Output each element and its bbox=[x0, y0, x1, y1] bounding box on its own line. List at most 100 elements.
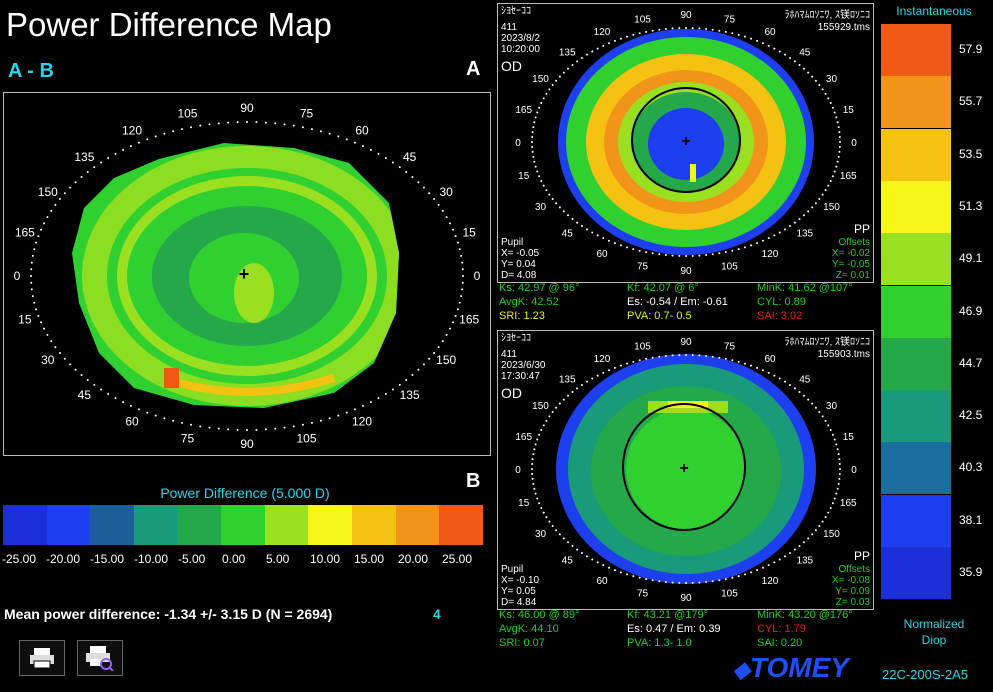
angle-tick bbox=[838, 463, 841, 466]
angle-tick bbox=[31, 254, 34, 257]
center-cross: + bbox=[239, 264, 250, 284]
angle-tick bbox=[638, 32, 641, 35]
angle-tick bbox=[664, 581, 667, 584]
angle-tick bbox=[274, 427, 277, 430]
angle-label: 75 bbox=[724, 14, 736, 25]
angle-tick bbox=[154, 135, 157, 138]
angle-tick bbox=[43, 327, 46, 330]
scale-swatch bbox=[881, 76, 951, 130]
angle-tick bbox=[533, 160, 536, 163]
scale-value: 51.3 bbox=[959, 198, 983, 213]
angle-tick bbox=[705, 581, 708, 584]
angle-tick bbox=[802, 394, 805, 397]
angle-tick bbox=[724, 578, 727, 581]
angle-tick bbox=[172, 419, 175, 422]
angle-label: 15 bbox=[518, 171, 530, 182]
angle-tick bbox=[555, 406, 558, 409]
angle-tick bbox=[292, 124, 295, 127]
angle-tick bbox=[542, 424, 545, 427]
angle-tick bbox=[705, 254, 708, 257]
print-button[interactable] bbox=[19, 640, 65, 676]
angle-tick bbox=[591, 231, 594, 234]
angle-tick bbox=[46, 216, 49, 219]
exam-b-k-stats: Ks: 46.00 @ 89° Kf: 43.21 @179° MinK: 43… bbox=[499, 609, 853, 649]
angle-label: 150 bbox=[38, 185, 58, 199]
angle-tick bbox=[63, 192, 66, 195]
angle-tick bbox=[405, 379, 408, 382]
angle-tick bbox=[39, 228, 42, 231]
angle-tick bbox=[619, 244, 622, 247]
angle-tick bbox=[576, 221, 579, 224]
angle-tick bbox=[551, 84, 554, 86]
scale-value: 53.5 bbox=[959, 146, 983, 161]
angle-tick bbox=[718, 356, 721, 359]
angle-tick bbox=[807, 71, 810, 74]
power-difference-swatch bbox=[264, 505, 310, 545]
printer-icon bbox=[30, 648, 54, 669]
angle-tick bbox=[54, 203, 57, 206]
angle-tick bbox=[199, 124, 202, 127]
scale-value: 44.7 bbox=[959, 355, 983, 370]
angle-tick bbox=[445, 333, 448, 336]
angle-tick bbox=[711, 355, 714, 358]
angle-tick bbox=[711, 253, 714, 256]
angle-label: 165 bbox=[515, 432, 532, 443]
angle-tick bbox=[30, 288, 33, 291]
angle-tick bbox=[292, 425, 295, 428]
angle-tick bbox=[731, 249, 734, 252]
power-difference-swatch bbox=[177, 505, 223, 545]
exam-b-name: ｼﾖｾｰｺｺ bbox=[501, 333, 531, 344]
scale-value: 49.1 bbox=[959, 251, 983, 266]
angle-tick bbox=[217, 427, 220, 430]
exam-b-panel[interactable]: + 0 0 15 15 30 30 45 45 60 60 75 75 90 90 105 105 120 120… bbox=[497, 330, 874, 610]
angle-label: 135 bbox=[796, 229, 813, 240]
angle-tick bbox=[678, 354, 681, 357]
angle-tick bbox=[460, 295, 463, 298]
angle-tick bbox=[345, 411, 348, 414]
angle-tick bbox=[255, 428, 258, 431]
angle-tick bbox=[328, 132, 331, 135]
angle-label: 105 bbox=[297, 431, 317, 445]
angle-label: 45 bbox=[562, 556, 574, 567]
angle-tick bbox=[227, 428, 230, 431]
scale-swatch bbox=[881, 180, 951, 234]
power-difference-tick-label: -5.00 bbox=[178, 552, 206, 566]
angle-label: 15 bbox=[518, 498, 530, 509]
angle-tick bbox=[199, 425, 202, 428]
angle-tick bbox=[596, 47, 599, 50]
angle-tick bbox=[454, 235, 457, 238]
angle-tick bbox=[671, 354, 674, 357]
exam-a-panel[interactable]: + 0 0 15 15 30 30 45 45 60 60 75 75 90 90 105 105 120 120… bbox=[497, 3, 874, 283]
angle-tick bbox=[580, 56, 583, 59]
angle-tick bbox=[562, 537, 565, 540]
exam-a-pp: PP bbox=[853, 222, 870, 236]
angle-tick bbox=[778, 377, 781, 380]
angle-tick bbox=[613, 242, 616, 245]
angle-tick bbox=[831, 106, 834, 109]
angle-label: 15 bbox=[843, 105, 855, 116]
power-difference-swatch bbox=[46, 505, 92, 545]
angle-tick bbox=[460, 254, 463, 257]
angle-tick bbox=[724, 357, 727, 360]
angle-tick bbox=[534, 165, 537, 168]
power-difference-tick-label: -15.00 bbox=[90, 552, 125, 566]
angle-tick bbox=[536, 170, 539, 173]
exam-b-date: 2023/6/30 bbox=[501, 360, 546, 371]
difference-map-panel[interactable]: + 0 0 15 15 30 30 45 45 60 60 75 75 90 90 105 105 120 120… bbox=[3, 92, 491, 456]
exam-a-date: 2023/8/2 bbox=[501, 33, 540, 44]
angle-tick bbox=[532, 126, 535, 129]
angle-label: 75 bbox=[300, 107, 314, 121]
scale-value: 38.1 bbox=[959, 512, 983, 527]
angle-label: 0 bbox=[515, 465, 521, 476]
angle-tick bbox=[773, 374, 776, 377]
angle-tick bbox=[602, 44, 605, 47]
angle-tick bbox=[778, 231, 781, 234]
angle-tick bbox=[591, 558, 594, 561]
tomey-logo: ◆TOMEY bbox=[733, 652, 849, 683]
angle-tick bbox=[30, 275, 32, 277]
angle-tick bbox=[536, 497, 539, 500]
angle-tick bbox=[555, 202, 558, 205]
angle-tick bbox=[638, 576, 641, 579]
angle-tick bbox=[422, 186, 425, 189]
print-preview-button[interactable] bbox=[77, 640, 123, 676]
